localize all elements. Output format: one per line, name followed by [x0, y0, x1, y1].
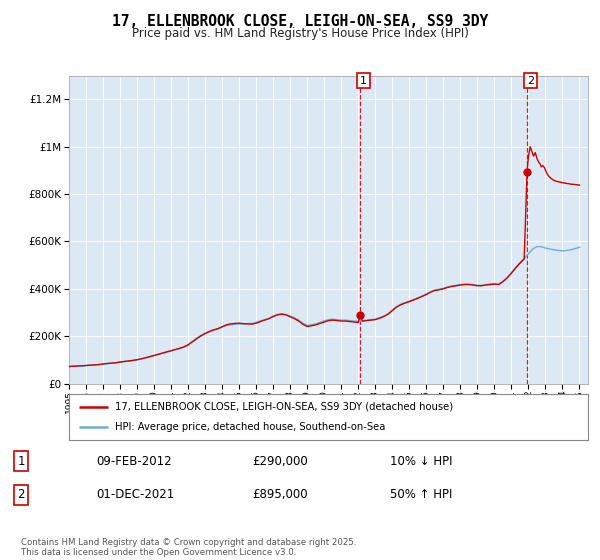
Text: 1: 1: [17, 455, 25, 468]
Text: 09-FEB-2012: 09-FEB-2012: [96, 455, 172, 468]
Text: 50% ↑ HPI: 50% ↑ HPI: [390, 488, 452, 501]
Text: £290,000: £290,000: [252, 455, 308, 468]
Text: 2: 2: [17, 488, 25, 501]
Text: Contains HM Land Registry data © Crown copyright and database right 2025.
This d: Contains HM Land Registry data © Crown c…: [21, 538, 356, 557]
Text: HPI: Average price, detached house, Southend-on-Sea: HPI: Average price, detached house, Sout…: [115, 422, 385, 432]
Text: 1: 1: [360, 76, 367, 86]
Text: £895,000: £895,000: [252, 488, 308, 501]
Text: 10% ↓ HPI: 10% ↓ HPI: [390, 455, 452, 468]
Text: 17, ELLENBROOK CLOSE, LEIGH-ON-SEA, SS9 3DY (detached house): 17, ELLENBROOK CLOSE, LEIGH-ON-SEA, SS9 …: [115, 402, 453, 412]
Text: 2: 2: [527, 76, 534, 86]
Text: Price paid vs. HM Land Registry's House Price Index (HPI): Price paid vs. HM Land Registry's House …: [131, 27, 469, 40]
Text: 17, ELLENBROOK CLOSE, LEIGH-ON-SEA, SS9 3DY: 17, ELLENBROOK CLOSE, LEIGH-ON-SEA, SS9 …: [112, 14, 488, 29]
Text: 01-DEC-2021: 01-DEC-2021: [96, 488, 174, 501]
